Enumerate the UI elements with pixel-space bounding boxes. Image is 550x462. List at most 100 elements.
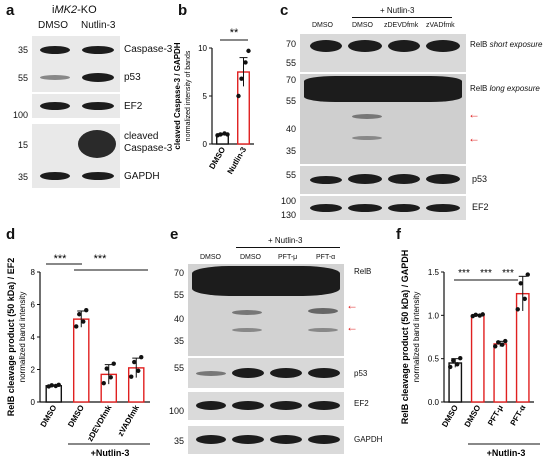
panel-d-x-label: zVADfmk xyxy=(116,403,141,438)
panel-a-marker-1: 35 xyxy=(17,45,28,55)
panel-e-lane-1: DMSO xyxy=(200,254,221,261)
panel-e-lane-3: PFT-μ xyxy=(278,254,298,261)
panel-f-data-point xyxy=(455,362,460,367)
blot-relb-e xyxy=(188,264,344,356)
panel-b-data-point xyxy=(239,76,244,81)
panel-b-tick-label: 5 xyxy=(203,92,208,101)
blot-p53-a xyxy=(32,64,120,92)
panel-d-data-point xyxy=(129,374,134,379)
panel-d-ylabel: RelB cleavage product (50 kDa) / EF2 xyxy=(6,258,16,417)
panel-d-chart: 0 2 4 6 8 RelB cleavage product (50 kDa) / EF… xyxy=(6,253,150,458)
panel-a-title-gene: MK2 xyxy=(54,4,78,16)
panel-f-tick-label: 0.0 xyxy=(428,398,440,407)
panel-a-marker-3: 100 xyxy=(12,110,28,120)
blot-gapdh-e xyxy=(188,426,344,454)
panel-e-lane-2: DMSO xyxy=(240,254,261,261)
panel-f-data-point xyxy=(496,340,501,345)
panel-b-ylabel: cleaved Caspase-3 / GAPDH xyxy=(173,42,182,149)
panel-c-marker-55b: 55 xyxy=(285,96,296,106)
panel-e-group-label: + Nutlin-3 xyxy=(268,236,303,245)
panel-b-data-point xyxy=(225,132,230,137)
panel-d-data-point xyxy=(111,361,116,366)
panel-c-relb-long-label: RelB long exposure xyxy=(470,84,540,93)
panel-e-marker-40: 40 xyxy=(173,314,184,324)
panel-d-tick-label: 0 xyxy=(31,398,36,407)
panel-d-bar xyxy=(72,318,90,403)
panel-c-arrow-1: ← xyxy=(468,107,480,121)
panel-a-row-3-label: EF2 xyxy=(124,101,143,112)
panel-a-marker-2: 55 xyxy=(17,73,28,83)
panel-a-row-4-label: cleaved Caspase-3 xyxy=(124,131,173,154)
blot-ef2-e xyxy=(188,392,344,420)
panel-c-marker-100: 100 xyxy=(280,196,296,206)
panel-d-tick-label: 6 xyxy=(31,301,36,310)
panel-e-marker-100: 100 xyxy=(168,406,184,416)
blot-p53-c xyxy=(300,166,466,194)
panel-a-marker-4: 15 xyxy=(17,140,28,150)
panel-d-data-point xyxy=(108,375,113,380)
panel-f-data-point xyxy=(451,358,456,363)
panel-f-bar xyxy=(493,343,508,403)
panel-e-p53-label: p53 xyxy=(354,369,368,378)
panel-e-marker-35b: 35 xyxy=(173,436,184,446)
panel-f-data-point xyxy=(525,272,530,277)
panel-c-p53-label: p53 xyxy=(472,174,488,184)
panel-e-marker-55a: 55 xyxy=(173,290,184,300)
panel-c-marker-55a: 55 xyxy=(285,58,296,68)
panel-b-tick-label: 0 xyxy=(203,140,208,149)
panel-b-chart: 0 5 10 cleaved Caspase-3 / GAPDH normalized … xyxy=(173,27,254,176)
panel-f-x-label: DMSO xyxy=(463,404,483,429)
panel-c-relb-long-name: RelB xyxy=(470,84,488,93)
panel-a-row-2-label: p53 xyxy=(124,72,141,83)
blot-ef2-a xyxy=(32,94,120,118)
blot-relb-short xyxy=(300,34,466,72)
panel-d-tick-label: 4 xyxy=(31,333,36,342)
panel-d-x-label: DMSO xyxy=(66,404,86,429)
panel-d-data-point xyxy=(74,324,79,329)
panel-c-arrow-2: ← xyxy=(468,131,480,145)
panel-d-data-point xyxy=(84,307,89,313)
panel-d-data-point xyxy=(56,382,61,388)
panel-f-data-point xyxy=(480,312,485,317)
panel-f-ylabel2: normalized band intensity xyxy=(412,292,421,383)
blot-ef2-c xyxy=(300,196,466,220)
panel-f-data-point xyxy=(473,312,478,318)
panel-f-tick-label: 0.5 xyxy=(428,355,440,364)
panel-d-tick-label: 2 xyxy=(31,366,36,375)
panel-e-marker-55b: 55 xyxy=(173,363,184,373)
blot-caspase3 xyxy=(32,36,120,64)
panel-e-lane-4: PFT-α xyxy=(316,254,336,261)
panel-c-marker-35: 35 xyxy=(285,146,296,156)
panel-f-data-point xyxy=(503,338,508,344)
panel-a-marker-5: 35 xyxy=(17,172,28,182)
panel-c-group-label: + Nutlin-3 xyxy=(380,6,415,15)
panel-c-marker-70a: 70 xyxy=(285,39,296,49)
panel-f-data-point xyxy=(448,364,453,370)
panel-f-ylabel: RelB cleavage product (50 kDa) / GAPDH xyxy=(400,250,410,425)
blot-gapdh-a xyxy=(32,164,120,188)
panel-e-group-line xyxy=(236,247,340,248)
panel-f-data-point xyxy=(458,356,463,361)
panel-c-group-line xyxy=(352,17,452,18)
panel-a-label: a xyxy=(6,2,15,19)
panel-b-data-point xyxy=(218,132,223,137)
panel-d-sig-stars-2: *** xyxy=(94,253,108,265)
panel-d-data-point xyxy=(136,368,141,373)
panel-b-x-label: DMSO xyxy=(207,146,227,171)
panel-c-lane-4: zVADfmk xyxy=(426,22,455,29)
panel-c-lane-2: DMSO xyxy=(352,22,373,29)
panel-d-x-label: DMSO xyxy=(39,404,59,429)
panel-a-title-prefix: i xyxy=(52,4,55,16)
panel-f-data-point xyxy=(518,281,523,286)
panel-a-row-5-label: GAPDH xyxy=(124,171,160,182)
panel-f-bar xyxy=(470,314,485,403)
panel-d-data-point xyxy=(77,312,82,317)
panel-a-title-suffix: -KO xyxy=(77,4,97,16)
panel-c-lane-3: zDEVDfmk xyxy=(384,22,419,29)
panel-e-relb-label: RelB xyxy=(354,267,372,276)
panel-c-marker-40: 40 xyxy=(285,124,296,134)
panel-a-lane-2: Nutlin-3 xyxy=(81,20,116,31)
panel-f-data-point xyxy=(500,342,505,347)
panel-c-marker-130: 130 xyxy=(280,210,296,220)
panel-f-chart: 0.0 0.5 1.0 1.5 RelB cleavage product (50 kD… xyxy=(400,250,540,458)
